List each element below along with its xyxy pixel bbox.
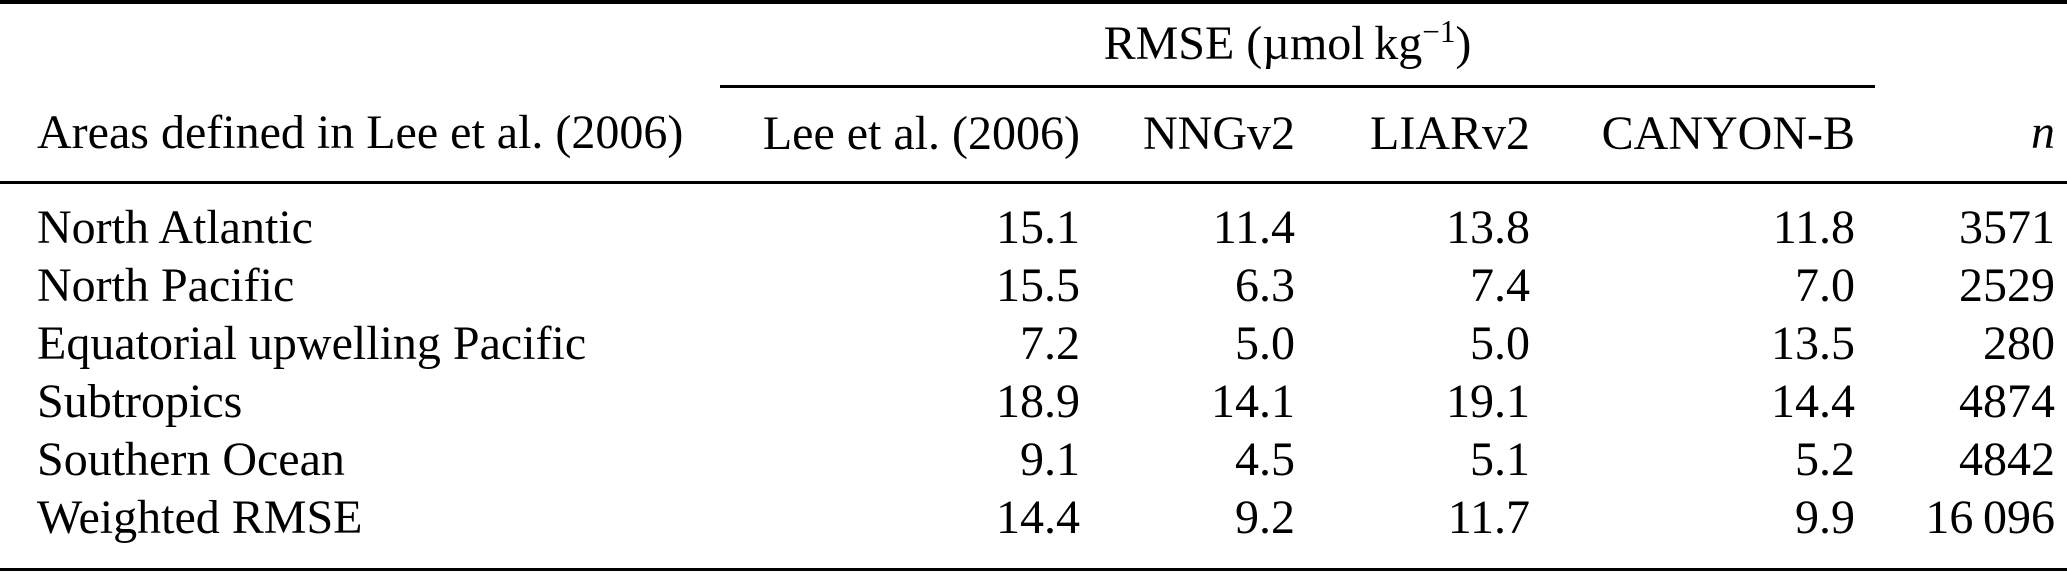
table-cell: 9.1 bbox=[1020, 433, 1080, 486]
rmse-unit-exponent: −1 bbox=[1422, 14, 1456, 50]
table-cell: 5.1 bbox=[1470, 433, 1530, 486]
spacer-cell bbox=[0, 547, 2067, 569]
column-header-n: n bbox=[1875, 86, 2067, 184]
table-cell: 16 096 bbox=[1925, 491, 2055, 544]
table-cell: 7.0 bbox=[1795, 259, 1855, 312]
spacer-row bbox=[0, 182, 2067, 199]
row-label: North Atlantic bbox=[37, 201, 313, 254]
table-cell: 11.4 bbox=[1212, 201, 1295, 254]
row-label: Equatorial upwelling Pacific bbox=[37, 317, 587, 370]
table-cell: 18.9 bbox=[996, 375, 1080, 428]
table-cell: 15.1 bbox=[996, 201, 1080, 254]
table-cell: 9.2 bbox=[1235, 491, 1295, 544]
spanner-row: RMSE (µmol kg−1) bbox=[0, 2, 2067, 88]
column-header-areas: Areas defined in Lee et al. (2006) bbox=[0, 86, 720, 184]
table-cell: 7.2 bbox=[1020, 317, 1080, 370]
table-cell: 5.2 bbox=[1795, 433, 1855, 486]
table-cell: 280 bbox=[1983, 317, 2055, 370]
table-row: Southern Ocean 9.1 4.5 5.1 5.2 4842 bbox=[0, 431, 2067, 489]
spacer-cell bbox=[0, 2, 720, 86]
table-cell: 3571 bbox=[1959, 201, 2055, 254]
table-cell: 7.4 bbox=[1470, 259, 1530, 312]
table-cell: 19.1 bbox=[1446, 375, 1530, 428]
table-cell: 15.5 bbox=[996, 259, 1080, 312]
table-cell: 14.4 bbox=[996, 491, 1080, 544]
table-cell: 14.4 bbox=[1771, 375, 1855, 428]
table-row: Weighted RMSE 14.4 9.2 11.7 9.9 16 096 bbox=[0, 489, 2067, 547]
spacer-cell bbox=[0, 182, 2067, 199]
table-cell: 11.7 bbox=[1447, 491, 1530, 544]
table-cell: 9.9 bbox=[1795, 491, 1855, 544]
table-cell: 5.0 bbox=[1235, 317, 1295, 370]
table-cell: 11.8 bbox=[1772, 201, 1855, 254]
table-cell: 4874 bbox=[1959, 375, 2055, 428]
table-cell: 14.1 bbox=[1211, 375, 1295, 428]
row-label: Subtropics bbox=[37, 375, 243, 428]
column-header-liarv2: LIARv2 bbox=[1295, 86, 1530, 184]
spacer-cell bbox=[1875, 2, 2067, 86]
table-cell: 2529 bbox=[1959, 259, 2055, 312]
row-label: Southern Ocean bbox=[37, 433, 345, 486]
table-row: North Atlantic 15.1 11.4 13.8 11.8 3571 bbox=[0, 199, 2067, 257]
header-row: Areas defined in Lee et al. (2006) Lee e… bbox=[0, 86, 2067, 184]
rmse-unit-suffix: ) bbox=[1455, 17, 1472, 71]
column-header-nngv2: NNGv2 bbox=[1080, 86, 1295, 184]
table-cell: 6.3 bbox=[1235, 259, 1295, 312]
rmse-unit-header: RMSE (µmol kg−1) bbox=[720, 2, 1875, 88]
column-header-lee2006: Lee et al. (2006) bbox=[720, 86, 1080, 184]
table-cell: 5.0 bbox=[1470, 317, 1530, 370]
table-cell: 13.5 bbox=[1771, 317, 1855, 370]
table-row: Equatorial upwelling Pacific 7.2 5.0 5.0… bbox=[0, 315, 2067, 373]
table-cell: 13.8 bbox=[1446, 201, 1530, 254]
table-row: Subtropics 18.9 14.1 19.1 14.4 4874 bbox=[0, 373, 2067, 431]
table-row: North Pacific 15.5 6.3 7.4 7.0 2529 bbox=[0, 257, 2067, 315]
row-label: Weighted RMSE bbox=[37, 491, 363, 544]
table-cell: 4842 bbox=[1959, 433, 2055, 486]
spacer-row bbox=[0, 547, 2067, 569]
rmse-unit-prefix: RMSE (µmol kg bbox=[1103, 17, 1423, 71]
column-header-canyonb: CANYON-B bbox=[1530, 86, 1875, 184]
row-label: North Pacific bbox=[37, 259, 295, 312]
table-cell: 4.5 bbox=[1235, 433, 1295, 486]
